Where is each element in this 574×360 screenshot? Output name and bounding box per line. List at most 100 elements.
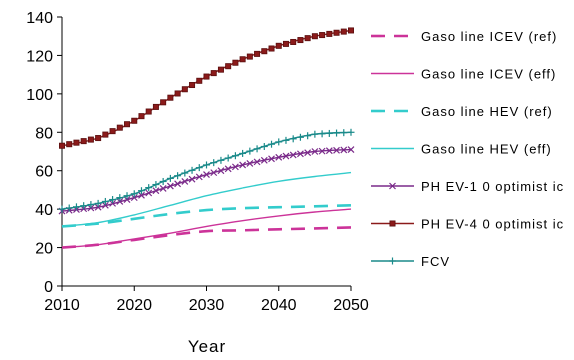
data-point [283,41,288,46]
data-point [110,129,115,134]
x-axis-title: Year [188,337,226,356]
series-line [62,205,351,226]
data-point [262,49,267,54]
data-point [139,114,144,119]
legend-label: Gaso line HEV (eff) [421,142,552,157]
data-point [152,181,159,188]
legend-entry: Gaso line HEV (eff) [371,142,552,157]
data-point [268,141,275,148]
legend-label: Gaso line HEV (ref) [421,104,553,119]
y-tick-label: 60 [35,164,53,181]
data-point [102,198,109,205]
legend: Gaso line ICEV (ref) Gaso line ICEV (eff)… [371,29,564,269]
y-tick-label: 40 [35,202,53,219]
data-point [168,95,173,100]
series-line [62,31,351,146]
x-tick-label: 2050 [333,297,369,314]
data-point [226,64,231,69]
data-point [297,134,304,141]
data-point [269,46,274,51]
data-point [203,161,210,168]
data-point [290,135,297,142]
data-point [233,60,238,65]
legend-label: Gaso line ICEV (eff) [421,67,556,82]
legend-label: FCV [421,254,450,269]
series-3 [62,205,351,226]
data-point [275,138,282,145]
data-point [59,206,66,213]
legend-label: PH EV-1 0 optimist ic [421,179,564,194]
data-point [320,32,325,37]
data-point [348,28,353,33]
x-tick-label: 2030 [189,297,225,314]
data-point [189,167,196,174]
data-point [74,140,79,145]
y-tick-label: 80 [35,125,53,142]
data-point [298,37,303,42]
legend-entry: Gaso line ICEV (ref) [371,29,557,44]
data-point [124,192,131,199]
data-point [246,148,253,155]
data-point [334,30,339,35]
data-point [124,122,129,127]
data-point [348,129,355,136]
series-2 [62,209,351,248]
series-6 [59,28,353,148]
data-point [87,201,94,208]
data-point [109,196,116,203]
series-line [62,209,351,248]
data-point [153,104,158,109]
data-point [146,109,151,114]
data-point [174,172,181,179]
data-point [291,39,296,44]
data-point [304,132,311,139]
data-point [311,131,318,138]
axes: 0204060801001201402010 2020 2030 2040 2050 [26,10,369,314]
data-point [117,125,122,130]
data-point [116,194,123,201]
data-point [254,145,261,152]
data-point [103,132,108,137]
data-point [276,43,281,48]
data-point [240,57,245,62]
legend-entry: Gaso line HEV (ref) [371,104,553,119]
data-point [204,74,209,79]
data-point [181,170,188,177]
data-point [197,78,202,83]
data-point [160,178,167,185]
data-point [333,130,340,137]
data-point [218,67,223,72]
data-point [232,152,239,159]
legend-marker [390,221,395,226]
y-tick-label: 20 [35,241,53,258]
data-point [254,51,259,56]
legend-entry: Gaso line ICEV (eff) [371,67,556,82]
data-point [326,130,333,137]
data-point [312,34,317,39]
series-line [62,227,351,247]
data-point [225,155,232,162]
data-point [189,82,194,87]
legend-label: Gaso line ICEV (ref) [421,29,557,44]
data-point [81,139,86,144]
legend-entry: PH EV-1 0 optimist ic [371,179,564,194]
data-point [341,29,346,34]
legend-entry: PH EV-4 0 optimist ic [371,217,564,232]
data-point [95,200,102,207]
legend-entry: FCV [371,254,450,269]
data-point [327,31,332,36]
data-point [175,91,180,96]
data-point [167,175,174,182]
data-point [211,71,216,76]
data-point [182,87,187,92]
x-tick-label: 2020 [116,297,152,314]
series-1 [62,227,351,247]
series-7 [59,129,355,213]
data-point [67,142,72,147]
y-tick-label: 0 [44,279,53,296]
data-point [196,164,203,171]
series-layer [59,28,355,248]
data-point [239,150,246,157]
data-point [305,36,310,41]
